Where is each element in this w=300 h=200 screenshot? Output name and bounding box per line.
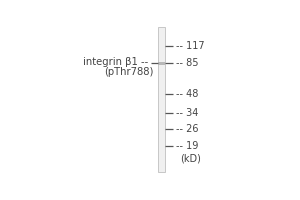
- Text: -- 19: -- 19: [176, 141, 199, 151]
- Bar: [158, 62, 165, 65]
- Text: -- 34: -- 34: [176, 108, 199, 118]
- Bar: [158, 27, 165, 172]
- Text: -- 117: -- 117: [176, 41, 205, 51]
- Text: (kD): (kD): [180, 154, 201, 164]
- Text: integrin β1 --: integrin β1 --: [83, 57, 148, 67]
- Text: -- 48: -- 48: [176, 89, 199, 99]
- Text: -- 26: -- 26: [176, 124, 199, 134]
- Text: -- 85: -- 85: [176, 58, 199, 68]
- Text: (pThr788): (pThr788): [104, 67, 153, 77]
